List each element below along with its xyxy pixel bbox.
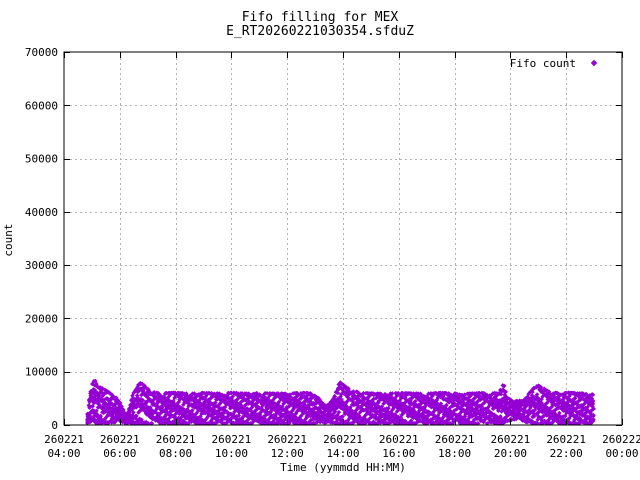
x-tick-time: 18:00 — [438, 447, 471, 460]
x-tick-time: 06:00 — [103, 447, 136, 460]
x-tick-date: 260222 — [602, 433, 640, 446]
x-tick-date: 260221 — [44, 433, 84, 446]
chart-title: Fifo filling for MEX — [242, 10, 399, 25]
y-tick-label: 40000 — [25, 206, 58, 219]
legend-label: Fifo count — [510, 57, 576, 70]
x-tick-date: 260221 — [546, 433, 586, 446]
x-tick-date: 260221 — [379, 433, 419, 446]
y-tick-label: 60000 — [25, 99, 58, 112]
x-axis-label: Time (yymmdd HH:MM) — [280, 461, 406, 474]
x-tick-date: 260221 — [323, 433, 363, 446]
legend-diamond-icon — [590, 59, 598, 67]
chart-subtitle: E_RT20260221030354.sfduZ — [226, 24, 414, 39]
fifo-count-points — [85, 378, 596, 426]
x-tick-time: 20:00 — [494, 447, 527, 460]
axis-tick-marks — [64, 52, 623, 426]
x-tick-date: 260221 — [267, 433, 307, 446]
x-tick-time: 08:00 — [159, 447, 192, 460]
x-tick-time: 16:00 — [382, 447, 415, 460]
x-tick-date: 260221 — [435, 433, 475, 446]
x-tick-time: 10:00 — [215, 447, 248, 460]
y-tick-label: 20000 — [25, 312, 58, 325]
x-tick-date: 260221 — [491, 433, 531, 446]
x-tick-time: 00:00 — [605, 447, 638, 460]
x-tick-date: 260221 — [100, 433, 140, 446]
x-tick-time: 12:00 — [271, 447, 304, 460]
legend: Fifo count — [510, 57, 598, 70]
x-tick-date: 260221 — [212, 433, 252, 446]
y-tick-label: 70000 — [25, 46, 58, 59]
y-tick-label: 30000 — [25, 259, 58, 272]
y-axis-label: count — [2, 223, 15, 256]
x-tick-time: 14:00 — [326, 447, 359, 460]
x-tick-time: 22:00 — [550, 447, 583, 460]
y-tick-label: 10000 — [25, 366, 58, 379]
axis-tick-labels: 26022104:0026022106:0026022108:002602211… — [25, 46, 640, 460]
y-tick-label: 0 — [51, 419, 58, 432]
gridlines — [65, 53, 621, 424]
x-tick-date: 260221 — [156, 433, 196, 446]
y-tick-label: 50000 — [25, 153, 58, 166]
x-tick-time: 04:00 — [47, 447, 80, 460]
